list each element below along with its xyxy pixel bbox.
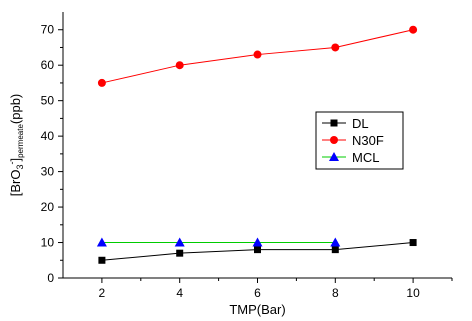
x-axis-title: TMP(Bar) — [229, 302, 285, 317]
series-n30f — [97, 25, 418, 87]
y-axis-title-sub2: permeate — [16, 124, 25, 158]
data-point-n30f-2 — [97, 78, 106, 87]
series-mcl — [96, 237, 341, 247]
x-tick-label-8: 8 — [332, 286, 339, 300]
series — [96, 25, 418, 264]
legend-label-mcl: MCL — [352, 150, 379, 165]
legend-marker-n30f — [330, 136, 338, 144]
data-point-mcl-2 — [96, 237, 107, 247]
y-axis-title: [BrO3-]permeate(ppb) — [7, 94, 25, 197]
y-tick-label-0: 0 — [47, 271, 54, 285]
legend-marker-dl — [330, 119, 338, 127]
y-axis-title-sup: - — [7, 162, 17, 165]
series-dl — [98, 239, 417, 264]
legend-label-n30f: N30F — [352, 133, 384, 148]
data-point-n30f-4 — [175, 61, 184, 70]
legend: DL N30F MCL — [315, 111, 404, 170]
data-point-dl-10 — [409, 239, 417, 247]
y-axis-title-suffix: (ppb) — [8, 94, 23, 124]
data-point-mcl-8 — [330, 237, 341, 247]
data-point-mcl-6 — [252, 237, 263, 247]
legend-marker-mcl — [329, 152, 339, 161]
y-tick-label-60: 60 — [41, 58, 55, 72]
y-tick-label-30: 30 — [41, 165, 55, 179]
x-tick-label-2: 2 — [99, 286, 106, 300]
y-tick-label-50: 50 — [41, 94, 55, 108]
data-point-dl-2 — [98, 256, 106, 264]
ticks: 2 4 6 8 10 0 10 20 30 40 50 60 70 — [41, 23, 453, 300]
x-tick-label-10: 10 — [406, 286, 420, 300]
data-point-dl-6 — [254, 246, 261, 254]
data-point-n30f-10 — [409, 25, 418, 34]
y-tick-label-10: 10 — [41, 236, 55, 250]
legend-label-dl: DL — [352, 116, 369, 131]
data-point-dl-8 — [331, 246, 339, 254]
y-tick-label-40: 40 — [41, 129, 55, 143]
y-tick-label-20: 20 — [41, 200, 55, 214]
x-tick-label-4: 4 — [176, 286, 183, 300]
y-tick-label-70: 70 — [41, 23, 55, 37]
y-axis-title-prefix: [BrO — [8, 170, 23, 197]
x-tick-label-6: 6 — [254, 286, 261, 300]
data-point-mcl-4 — [174, 237, 185, 247]
data-point-n30f-8 — [331, 43, 340, 52]
y-axis-title-mid: ] — [8, 158, 23, 162]
data-point-n30f-6 — [253, 50, 262, 59]
y-axis-title-sub1: 3 — [15, 165, 25, 170]
data-point-dl-4 — [176, 249, 184, 257]
